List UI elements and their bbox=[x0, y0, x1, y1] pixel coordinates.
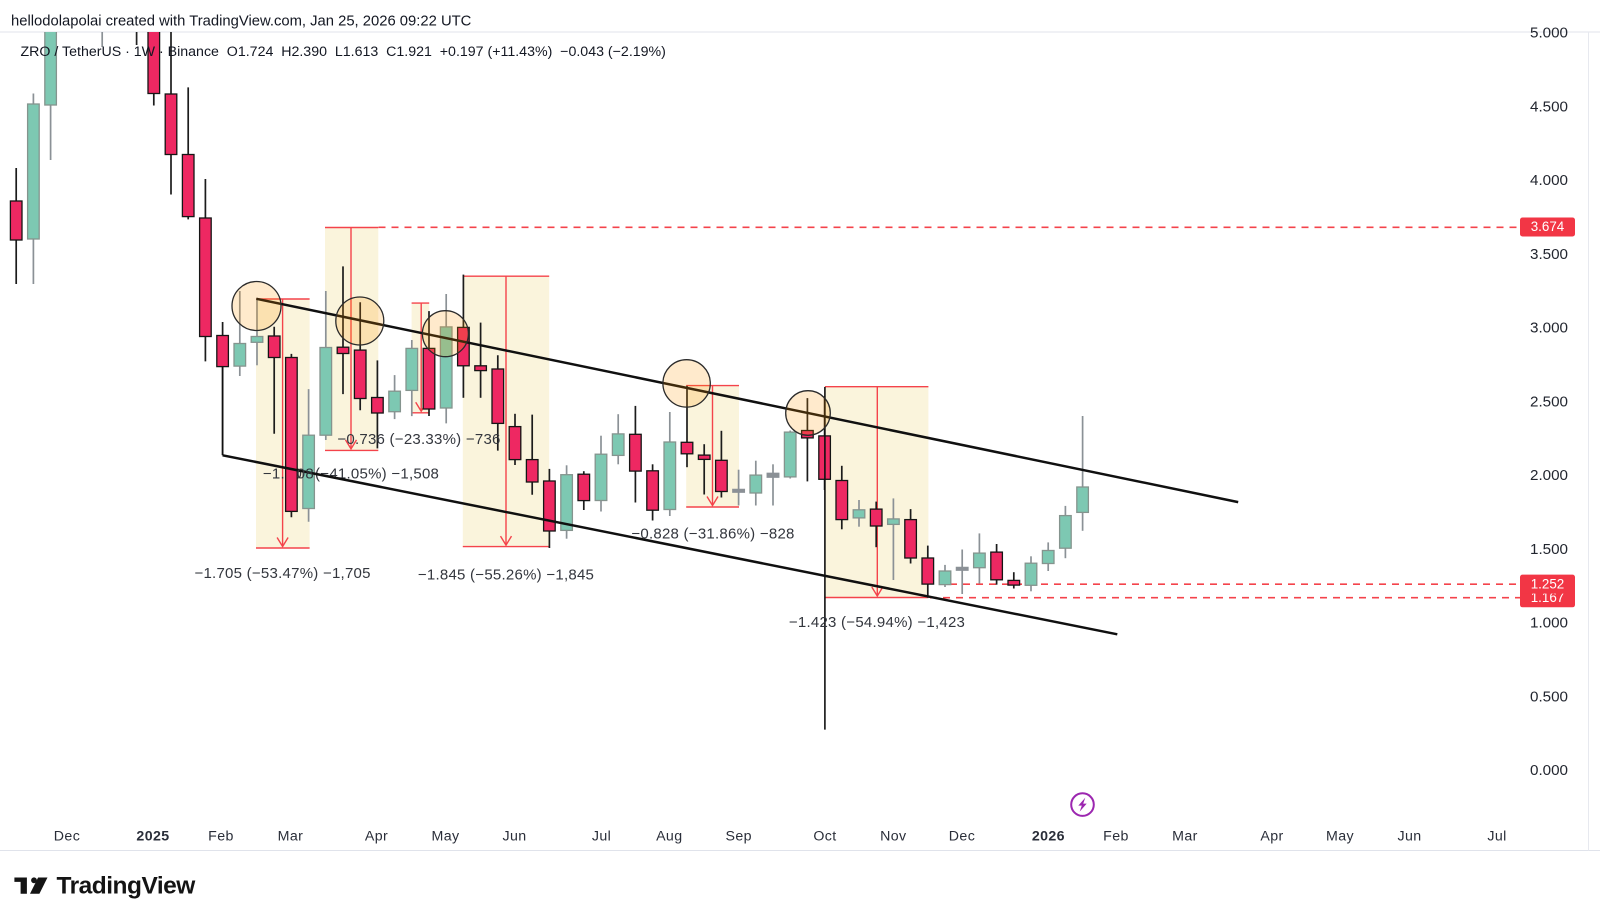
svg-text:May: May bbox=[431, 829, 460, 845]
svg-text:Nov: Nov bbox=[880, 829, 907, 845]
svg-text:Apr: Apr bbox=[1260, 829, 1283, 845]
svg-text:2025: 2025 bbox=[136, 829, 169, 845]
svg-text:Jul: Jul bbox=[592, 829, 611, 845]
svg-text:Jun: Jun bbox=[1397, 829, 1421, 845]
svg-text:ZRO / TetherUS · 1W · Binance: ZRO / TetherUS · 1W · Binance O1.724 H2.… bbox=[21, 44, 666, 60]
svg-text:Mar: Mar bbox=[278, 829, 304, 845]
svg-text:Feb: Feb bbox=[208, 829, 234, 845]
svg-text:1.500: 1.500 bbox=[1530, 541, 1568, 558]
svg-text:4.500: 4.500 bbox=[1530, 99, 1568, 116]
svg-text:Jun: Jun bbox=[502, 829, 526, 845]
svg-text:TradingView: TradingView bbox=[57, 873, 197, 900]
svg-text:3.000: 3.000 bbox=[1530, 320, 1568, 337]
svg-text:Dec: Dec bbox=[54, 829, 80, 845]
svg-text:2.000: 2.000 bbox=[1530, 467, 1568, 484]
svg-text:Oct: Oct bbox=[813, 829, 836, 845]
svg-text:−0.828 (−31.86%) −828: −0.828 (−31.86%) −828 bbox=[631, 525, 794, 542]
svg-text:4.000: 4.000 bbox=[1530, 172, 1568, 189]
svg-text:−0.736 (−23.33%) −736: −0.736 (−23.33%) −736 bbox=[337, 431, 500, 448]
svg-text:2026: 2026 bbox=[1032, 829, 1065, 845]
svg-text:hellodolapolai created with Tr: hellodolapolai created with TradingView.… bbox=[11, 14, 472, 30]
svg-text:Jul: Jul bbox=[1487, 829, 1506, 845]
svg-text:Mar: Mar bbox=[1172, 829, 1198, 845]
svg-text:Feb: Feb bbox=[1103, 829, 1129, 845]
svg-text:Dec: Dec bbox=[949, 829, 975, 845]
svg-text:1.252: 1.252 bbox=[1531, 576, 1565, 591]
svg-text:2.500: 2.500 bbox=[1530, 393, 1568, 410]
svg-text:3.674: 3.674 bbox=[1531, 219, 1565, 234]
svg-text:Aug: Aug bbox=[656, 829, 682, 845]
svg-text:−1.705 (−53.47%) −1,705: −1.705 (−53.47%) −1,705 bbox=[194, 565, 370, 582]
svg-text:08: 08 bbox=[297, 466, 314, 483]
svg-text:−1.423 (−54.94%) −1,423: −1.423 (−54.94%) −1,423 bbox=[789, 614, 965, 631]
svg-text:1.000: 1.000 bbox=[1530, 615, 1568, 632]
svg-text:0.000: 0.000 bbox=[1530, 762, 1568, 779]
svg-text:5.000: 5.000 bbox=[1530, 25, 1568, 42]
svg-text:Sep: Sep bbox=[725, 829, 751, 845]
svg-text:3.500: 3.500 bbox=[1530, 246, 1568, 263]
svg-text:1.167: 1.167 bbox=[1531, 590, 1565, 605]
svg-text:Apr: Apr bbox=[365, 829, 388, 845]
svg-text:−1.845 (−55.26%) −1,845: −1.845 (−55.26%) −1,845 bbox=[418, 567, 594, 584]
svg-text:0.500: 0.500 bbox=[1530, 688, 1568, 705]
svg-text:May: May bbox=[1326, 829, 1355, 845]
